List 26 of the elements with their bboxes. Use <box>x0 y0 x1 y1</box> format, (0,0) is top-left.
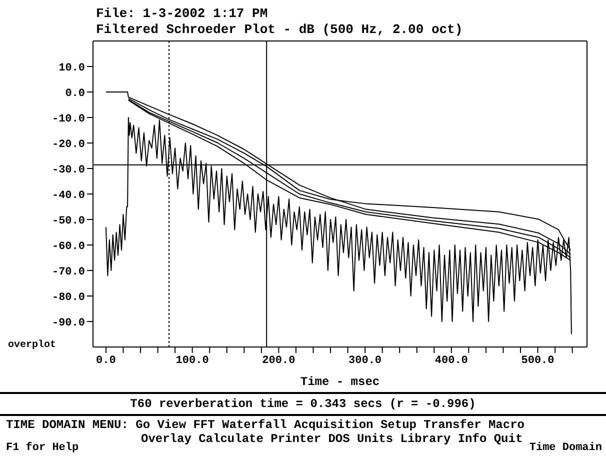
chart-title: File: 1-3-2002 1:17 PM <box>96 6 268 21</box>
y-tick-label: -80.0 <box>52 292 85 304</box>
x-tick-label: 400.0 <box>434 354 468 367</box>
text: TIME DOMAIN MENU: Go View FFT Waterfall Acquisition Setup Transfer Macro <box>6 418 524 432</box>
x-tick-label: 300.0 <box>348 354 382 367</box>
y-tick-label: -20.0 <box>52 138 85 151</box>
y-tick-label: 10.0 <box>58 62 85 74</box>
text: Time Domain <box>529 442 602 454</box>
text: T60 reverberation time = 0.343 secs (r = -0.996) <box>0 392 606 416</box>
y-tick-label: -90.0 <box>52 317 85 330</box>
y-tick-label: 0.0 <box>65 88 85 100</box>
y-tick-label: -40.0 <box>52 190 85 202</box>
x-tick-label: 0.0 <box>96 354 116 367</box>
text: overplot <box>8 340 56 351</box>
text: Overlay Calculate Printer DOS Units Library Info Quit <box>141 432 523 446</box>
chart-subtitle: Filtered Schroeder Plot - dB (500 Hz, 2.00 oct) <box>96 22 463 37</box>
x-tick-label: 500.0 <box>521 354 554 367</box>
x-axis-title: Time - msec <box>300 375 380 389</box>
y-tick-label: -30.0 <box>52 164 85 176</box>
x-tick-label: 200.0 <box>262 354 296 367</box>
y-tick-label: -70.0 <box>52 266 85 278</box>
y-tick-label: -60.0 <box>52 240 85 253</box>
y-tick-label: -50.0 <box>52 215 85 228</box>
x-tick-label: 100.0 <box>176 354 209 367</box>
text: F1 for Help <box>6 442 79 454</box>
y-tick-label: -10.0 <box>52 113 85 126</box>
